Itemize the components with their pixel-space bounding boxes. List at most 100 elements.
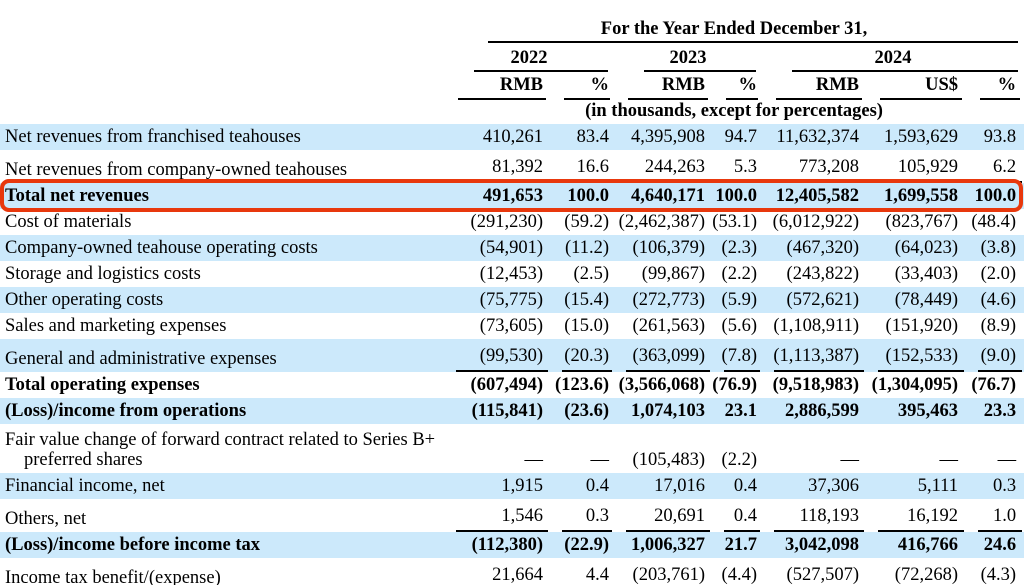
cell-value: 1.0 <box>966 499 1024 532</box>
cell-value: — <box>524 450 544 471</box>
year-header: 2024 <box>762 43 1024 72</box>
cell-value: 12,405,582 <box>762 183 866 209</box>
row-label-line1: Fair value change of forward contract re… <box>5 430 436 451</box>
cell-value: (151,920) <box>885 316 958 337</box>
cell-value: (23.6) <box>550 398 614 424</box>
year-header: 2022 <box>444 43 614 72</box>
unit-header: RMB <box>762 72 866 100</box>
cell-value: (76.9) <box>712 375 757 396</box>
cell-value: (363,099) <box>614 339 712 372</box>
cell-value: (467,320) <box>762 235 866 261</box>
cell-value: 1,915 <box>444 473 550 499</box>
cell-value: (3,566,068) <box>618 375 705 396</box>
cell-value: (112,380) <box>444 532 550 558</box>
cell-value: 773,208 <box>762 150 866 183</box>
row-label: Storage and logistics costs <box>5 264 201 285</box>
cell-value: (54,901) <box>444 235 550 261</box>
cell-value: 21.7 <box>712 532 762 558</box>
cell-value: (572,621) <box>762 287 866 313</box>
cell-value: 21,664 <box>444 558 550 585</box>
header-spacer <box>0 43 444 72</box>
row-label: Total net revenues <box>0 183 444 209</box>
row-label: Total operating expenses <box>5 375 200 396</box>
table-row: Fair value change of forward contract re… <box>0 424 1024 473</box>
cell-value: 100.0 <box>550 183 614 209</box>
row-label: Other operating costs <box>0 287 444 313</box>
header-spacer <box>0 0 444 43</box>
cell-value: (106,379) <box>614 235 712 261</box>
cell-value: — <box>840 450 860 471</box>
row-label: (Loss)/income from operations <box>0 398 444 424</box>
cell-value: 1,546 <box>444 499 550 532</box>
table-row: Sales and marketing expenses (73,605) (15.… <box>0 313 1024 339</box>
header-spacer <box>0 100 444 124</box>
cell-value: (4.6) <box>966 287 1024 313</box>
cell-value: 100.0 <box>712 183 762 209</box>
cell-value: (2.0) <box>980 264 1017 285</box>
cell-value: 2,886,599 <box>762 398 866 424</box>
cell-value: (123.6) <box>555 375 609 396</box>
row-label: Sales and marketing expenses <box>5 316 227 337</box>
header-note-row: (in thousands, except for percentages) <box>0 100 1024 124</box>
cell-value: 3,042,098 <box>762 532 866 558</box>
table-row: Others, net 1,546 0.3 20,691 0.4 118,193 16,19… <box>0 499 1024 532</box>
cell-value: (1,304,095) <box>871 375 958 396</box>
cell-value: (9.0) <box>966 339 1024 372</box>
period-title: For the Year Ended December 31, <box>444 0 1024 43</box>
cell-value: (53.1) <box>712 212 757 233</box>
row-label: Income tax benefit/(expense) <box>5 568 221 585</box>
year-header: 2023 <box>614 43 762 72</box>
unit-header: % <box>966 72 1024 100</box>
cell-value: 410,261 <box>444 124 550 150</box>
cell-value: 23.3 <box>966 398 1024 424</box>
cell-value: 4,395,908 <box>614 124 712 150</box>
cell-value: 1,074,103 <box>614 398 712 424</box>
header-spacer <box>0 72 444 100</box>
cell-value: (527,507) <box>762 558 866 585</box>
row-label: Financial income, net <box>0 473 444 499</box>
row-label: General and administrative expenses <box>0 339 444 372</box>
header-period-row: For the Year Ended December 31, <box>0 0 1024 43</box>
cell-value: 118,193 <box>762 499 866 532</box>
table-row: Total net revenues 491,653 100.0 4,640,171 1… <box>0 183 1024 209</box>
row-label: (Loss)/income before income tax <box>0 532 444 558</box>
table-row: Net revenues from franchised teahouses 41… <box>0 124 1024 150</box>
cell-value: 37,306 <box>762 473 866 499</box>
cell-value: 0.4 <box>712 473 762 499</box>
cell-value: 6.2 <box>966 150 1024 183</box>
cell-value: (20.3) <box>550 339 614 372</box>
cell-value: 1,593,629 <box>866 124 966 150</box>
header-units-row: RMB% RMB% RMB US$% <box>0 72 1024 100</box>
cell-value: (78,449) <box>866 287 966 313</box>
row-label: Net revenues from company-owned teahouse… <box>5 160 348 181</box>
table-row: Financial income, net 1,915 0.4 17,016 0.4 37… <box>0 473 1024 499</box>
cell-value: (64,023) <box>866 235 966 261</box>
cell-value: (291,230) <box>470 212 543 233</box>
cell-value: 1,006,327 <box>614 532 712 558</box>
cell-value: (73,605) <box>479 316 543 337</box>
row-label-line2: preferred shares <box>24 450 143 471</box>
table-row: Income tax benefit/(expense) 21,664 4.4 (20… <box>0 558 1024 585</box>
cell-value: — <box>590 450 610 471</box>
cell-value: (15.0) <box>564 316 609 337</box>
cell-value: (105,483) <box>632 450 705 471</box>
cell-value: (5.9) <box>712 287 762 313</box>
cell-value: 0.3 <box>966 473 1024 499</box>
cell-value: (3.8) <box>966 235 1024 261</box>
table-row: Other operating costs (75,775) (15.4) (272,… <box>0 287 1024 313</box>
table-row: Cost of materials (291,230) (59.2) (2,462,3… <box>0 209 1024 235</box>
cell-value: (272,773) <box>614 287 712 313</box>
cell-value: 5.3 <box>712 150 762 183</box>
cell-value: (115,841) <box>444 398 550 424</box>
cell-value: 81,392 <box>444 150 550 183</box>
cell-value: (1,113,387) <box>762 339 866 372</box>
cell-value: (2.5) <box>573 264 609 285</box>
unit-header: % <box>712 72 762 100</box>
cell-value: 20,691 <box>614 499 712 532</box>
cell-value: 491,653 <box>444 183 550 209</box>
cell-value: (7.8) <box>712 339 762 372</box>
cell-value: (99,530) <box>444 339 550 372</box>
cell-value: 4,640,171 <box>614 183 712 209</box>
